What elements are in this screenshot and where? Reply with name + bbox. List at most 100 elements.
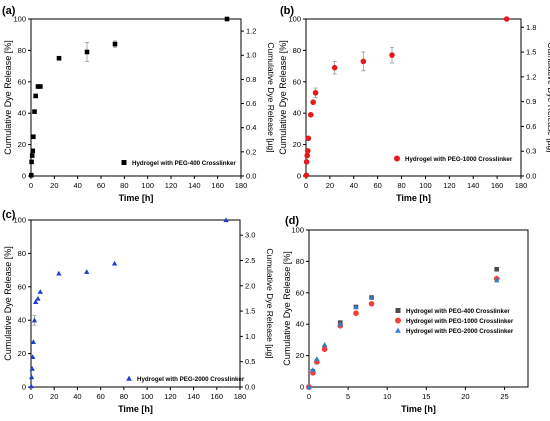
panel-label: (a) <box>2 5 16 17</box>
data-point <box>56 270 62 276</box>
x-tick-label: 80 <box>397 181 405 190</box>
data-point <box>303 172 310 179</box>
chart-panel-4: (d) 0 5 10 15 20 25 0 20 40 60 80 100 Time [h] Cumulat… <box>282 215 529 414</box>
panel-label: (d) <box>285 215 299 227</box>
data-point <box>503 16 510 22</box>
data-point <box>32 109 37 114</box>
y2-tick-label: 2.5 <box>245 256 255 265</box>
plot-frame <box>30 18 242 177</box>
x-tick-label: 5 <box>346 392 350 401</box>
x-axis-label: Time [h] <box>119 193 154 203</box>
y-axis-label: Cumulative Dye Release [%] <box>278 40 288 155</box>
data-point <box>337 321 343 327</box>
data-point <box>312 89 319 96</box>
x-tick-label: 10 <box>383 392 391 401</box>
x-tick-label: 60 <box>97 181 105 190</box>
y2-tick-label: 0.6 <box>526 122 536 131</box>
data-point <box>28 374 35 380</box>
y2-tick-label: 1.5 <box>245 307 255 316</box>
data-point <box>314 356 320 361</box>
y2-tick-label: 1.8 <box>526 23 536 32</box>
data-point <box>331 64 338 71</box>
y2-tick-label: 0.5 <box>245 357 255 366</box>
chart-panel-1: (a) 0 20 40 60 80 100 120 140 160 180 0 20 40 60 80 100 0… <box>2 5 276 203</box>
panel-label: (c) <box>2 209 16 221</box>
y2-tick-label: 3.0 <box>245 231 255 240</box>
data-point <box>32 299 39 304</box>
x-tick-label: 15 <box>422 392 430 401</box>
data-point <box>112 41 118 47</box>
chart-panel-3: (c) 0 20 40 60 80 100 120 140 160 180 0 20 40 60 80 100 0… <box>2 209 275 414</box>
y2-tick-label: 1.0 <box>246 51 256 60</box>
x-tick-label: 160 <box>211 392 224 401</box>
x-tick-label: 20 <box>326 181 334 190</box>
legend-marker <box>395 317 401 324</box>
data-point <box>310 367 316 372</box>
y-axis-label: Cumulative Dye Release [%] <box>282 251 292 366</box>
x-tick-label: 140 <box>467 181 480 190</box>
legend-marker <box>121 160 127 165</box>
y-tick-label: 100 <box>13 15 26 24</box>
y2-tick-label: 0.0 <box>526 172 536 181</box>
legend: Hydrogel with PEG-400 Crosslinker Hydroge… <box>395 308 514 335</box>
legend: Hydrogel with PEG-400 Crosslinker <box>121 160 236 167</box>
data-point <box>303 159 310 165</box>
x-tick-label: 20 <box>50 392 58 401</box>
x-tick-label: 160 <box>491 181 504 190</box>
x-tick-label: 100 <box>141 181 154 190</box>
x-tick-label: 180 <box>234 392 247 401</box>
y2-tick-label: 1.5 <box>526 48 536 57</box>
data-point <box>368 294 375 300</box>
y2-tick-label: 0.6 <box>246 99 256 108</box>
data-point <box>368 300 375 307</box>
data-point <box>321 346 328 353</box>
data-point <box>389 52 395 58</box>
y-tick-label: 40 <box>293 109 301 118</box>
x-tick-label: 40 <box>350 181 358 190</box>
data-point <box>30 354 36 360</box>
y-tick-label: 0 <box>300 383 304 392</box>
data-point <box>30 339 36 345</box>
y-tick-label: 100 <box>291 226 304 235</box>
data-point <box>223 217 229 223</box>
x-tick-label: 0 <box>307 392 311 401</box>
data-point <box>28 383 34 389</box>
legend-label: Hydrogel with PEG-400 Crosslinker <box>406 308 510 315</box>
legend: Hydrogel with PEG-1000 Crosslinker <box>394 155 513 163</box>
y-tick-label: 80 <box>296 257 304 266</box>
legend: Hydrogel with PEG-2000 Crosslinker <box>126 375 245 383</box>
data-point <box>31 134 36 140</box>
x-tick-label: 20 <box>461 392 469 401</box>
data-point <box>111 260 118 266</box>
data-point <box>30 148 36 154</box>
plot-frame <box>305 18 522 177</box>
data-point <box>304 148 311 154</box>
x-tick-label: 100 <box>141 392 154 401</box>
y2-tick-label: 0.0 <box>245 383 255 392</box>
y2-tick-label: 1.0 <box>245 332 255 341</box>
y-tick-label: 80 <box>18 249 26 258</box>
x-tick-label: 80 <box>120 181 128 190</box>
data-point <box>305 135 312 142</box>
data-point <box>224 16 230 22</box>
x-axis-label: Time [h] <box>118 404 153 414</box>
y-tick-label: 0 <box>22 383 26 392</box>
x-tick-label: 120 <box>165 181 178 190</box>
x-tick-label: 40 <box>73 181 81 190</box>
series-1 <box>28 16 230 178</box>
legend-marker <box>395 308 401 313</box>
legend-label: Hydrogel with PEG-2000 Crosslinker <box>406 328 514 335</box>
data-point <box>306 384 312 390</box>
data-point <box>37 289 43 294</box>
data-point <box>29 153 35 158</box>
y-tick-label: 60 <box>18 282 26 291</box>
y2-tick-label: 0.3 <box>526 147 536 156</box>
x-tick-label: 60 <box>373 181 381 190</box>
x-tick-label: 120 <box>164 392 177 401</box>
y-tick-label: 100 <box>288 15 301 24</box>
data-point <box>35 295 41 301</box>
y2-axis-label: Cumulative Dye Release [µg] <box>265 248 275 358</box>
data-point <box>494 277 500 283</box>
x-tick-label: 0 <box>29 181 33 190</box>
